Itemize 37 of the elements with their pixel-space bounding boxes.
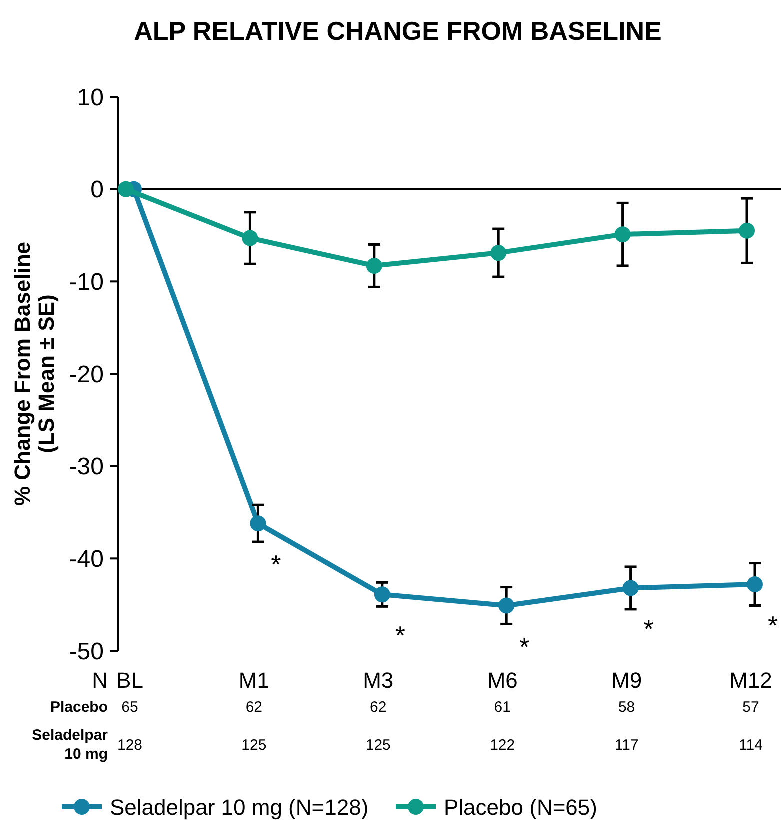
text: 117 [614,737,639,754]
y-tick-label: -50 [69,638,104,666]
x-tick-label: M6 [487,668,518,693]
x-tick-label: M1 [238,668,270,693]
annotation: * [520,632,530,662]
y-tick-label: -30 [69,454,104,481]
y-tick-label: -40 [69,546,104,574]
y-tick-label: -20 [69,361,104,388]
text: 114 [739,737,763,754]
text: Placebo [50,699,108,716]
legend-label: Seladelpar 10 mg (N=128) [110,795,369,820]
x-tick-label: M9 [612,668,642,693]
text: 57 [742,699,760,716]
text: Seladelpar 10 mg [32,727,108,763]
text: 125 [366,737,391,754]
annotation: * [271,550,282,580]
text: N [92,668,108,693]
x-tick-label: M12 [730,668,772,693]
text: 58 [618,699,636,716]
x-tick-label: M3 [363,668,394,693]
y-tick-label: 0 [90,176,104,204]
text: 65 [122,699,138,716]
annotation: * [395,620,406,651]
text: 122 [490,737,516,754]
text: 62 [370,699,387,716]
text: 62 [246,699,263,716]
annotation: * [644,614,654,644]
chart-title: ALP RELATIVE CHANGE FROM BASELINE [134,16,662,46]
legend-label: Placebo (N=65) [444,795,598,820]
y-tick-label: -10 [69,269,104,296]
text: 128 [117,737,143,754]
y-axis-title: % Change From Baseline (LS Mean ± SE) [10,242,59,506]
annotation: * [768,610,778,641]
text: 61 [494,699,511,716]
y-tick-label: 10 [77,84,104,112]
x-tick-label: BL [116,668,144,693]
text: 125 [242,737,267,754]
